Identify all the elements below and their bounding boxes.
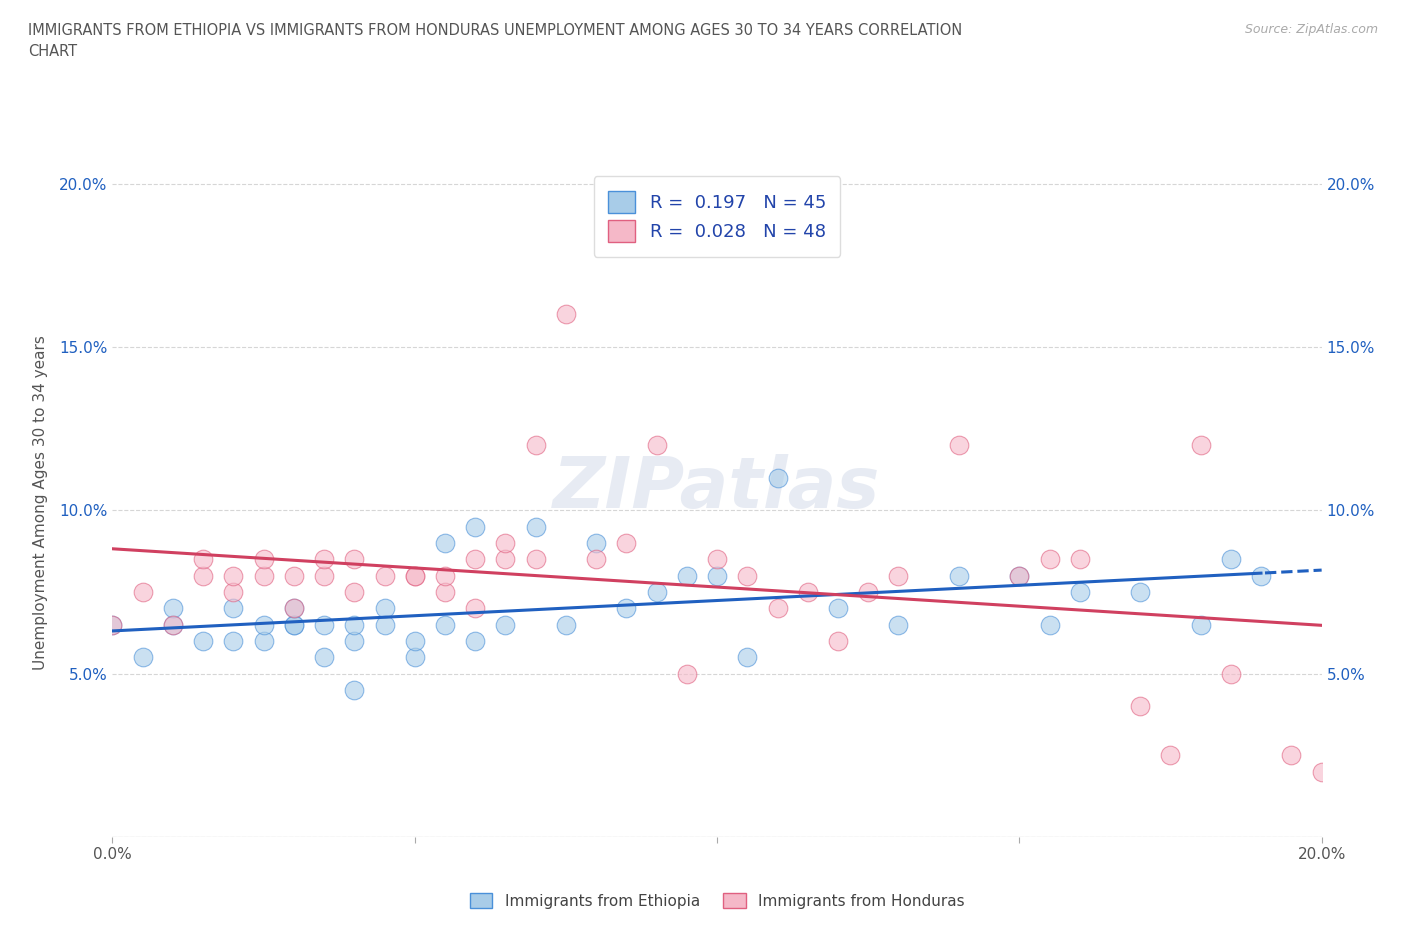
Point: [283, 618, 305, 632]
Point: [162, 618, 184, 632]
Point: [162, 618, 184, 632]
Point: [314, 551, 336, 566]
Point: [343, 618, 366, 632]
Point: [404, 650, 426, 665]
Point: [585, 536, 607, 551]
Point: [191, 568, 214, 583]
Point: [706, 551, 728, 566]
Legend: Immigrants from Ethiopia, Immigrants from Honduras: Immigrants from Ethiopia, Immigrants fro…: [463, 885, 972, 916]
Point: [1250, 568, 1272, 583]
Point: [464, 551, 486, 566]
Point: [253, 633, 276, 648]
Point: [314, 618, 336, 632]
Point: [464, 633, 486, 648]
Point: [737, 568, 759, 583]
Point: [343, 683, 366, 698]
Point: [374, 568, 396, 583]
Point: [1310, 764, 1333, 779]
Point: [827, 633, 849, 648]
Point: [1008, 568, 1031, 583]
Point: [645, 438, 668, 453]
Point: [101, 618, 124, 632]
Point: [1129, 585, 1152, 600]
Point: [222, 633, 245, 648]
Point: [374, 618, 396, 632]
Point: [404, 633, 426, 648]
Point: [675, 568, 697, 583]
Point: [253, 551, 276, 566]
Point: [706, 568, 728, 583]
Point: [1008, 568, 1031, 583]
Point: [404, 568, 426, 583]
Point: [433, 618, 456, 632]
Point: [1189, 618, 1212, 632]
Point: [948, 568, 970, 583]
Point: [222, 585, 245, 600]
Point: [404, 568, 426, 583]
Point: [766, 601, 789, 616]
Text: IMMIGRANTS FROM ETHIOPIA VS IMMIGRANTS FROM HONDURAS UNEMPLOYMENT AMONG AGES 30 : IMMIGRANTS FROM ETHIOPIA VS IMMIGRANTS F…: [28, 23, 962, 38]
Text: CHART: CHART: [28, 44, 77, 59]
Point: [616, 536, 638, 551]
Point: [433, 536, 456, 551]
Point: [495, 618, 517, 632]
Point: [314, 650, 336, 665]
Point: [1220, 666, 1243, 681]
Point: [162, 601, 184, 616]
Point: [433, 568, 456, 583]
Point: [1038, 551, 1062, 566]
Point: [1069, 551, 1091, 566]
Point: [645, 585, 668, 600]
Point: [191, 551, 214, 566]
Point: [343, 633, 366, 648]
Point: [554, 307, 576, 322]
Point: [827, 601, 849, 616]
Point: [253, 618, 276, 632]
Point: [374, 601, 396, 616]
Y-axis label: Unemployment Among Ages 30 to 34 years: Unemployment Among Ages 30 to 34 years: [34, 335, 48, 670]
Point: [948, 438, 970, 453]
Point: [433, 585, 456, 600]
Point: [222, 568, 245, 583]
Point: [887, 568, 910, 583]
Point: [1220, 551, 1243, 566]
Point: [283, 618, 305, 632]
Point: [554, 618, 576, 632]
Point: [222, 601, 245, 616]
Point: [1189, 438, 1212, 453]
Point: [766, 471, 789, 485]
Point: [524, 519, 547, 534]
Point: [737, 650, 759, 665]
Point: [1129, 699, 1152, 714]
Point: [495, 536, 517, 551]
Point: [524, 551, 547, 566]
Point: [495, 551, 517, 566]
Point: [585, 551, 607, 566]
Point: [464, 519, 486, 534]
Point: [675, 666, 697, 681]
Point: [887, 618, 910, 632]
Point: [191, 633, 214, 648]
Point: [132, 585, 155, 600]
Point: [616, 601, 638, 616]
Text: ZIPatlas: ZIPatlas: [554, 455, 880, 524]
Point: [796, 585, 818, 600]
Point: [283, 568, 305, 583]
Point: [1159, 748, 1181, 763]
Point: [1069, 585, 1091, 600]
Point: [314, 568, 336, 583]
Point: [856, 585, 880, 600]
Point: [343, 551, 366, 566]
Point: [464, 601, 486, 616]
Point: [1279, 748, 1302, 763]
Point: [283, 601, 305, 616]
Point: [343, 585, 366, 600]
Point: [132, 650, 155, 665]
Point: [253, 568, 276, 583]
Point: [283, 601, 305, 616]
Text: Source: ZipAtlas.com: Source: ZipAtlas.com: [1244, 23, 1378, 36]
Point: [524, 438, 547, 453]
Point: [1038, 618, 1062, 632]
Point: [101, 618, 124, 632]
